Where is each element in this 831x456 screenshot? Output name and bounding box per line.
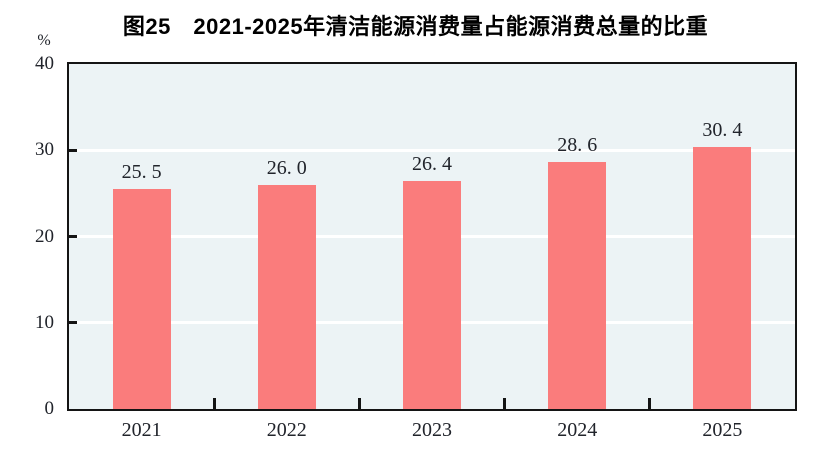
- bar-value-label: 30. 4: [702, 118, 743, 141]
- y-tick-label: 40: [35, 53, 54, 74]
- y-axis-tick: [69, 235, 77, 238]
- bar-value-label: 26. 4: [412, 153, 452, 176]
- gridline: [69, 148, 795, 152]
- y-axis-tick: [69, 321, 77, 325]
- y-tick-label: 0: [44, 398, 55, 419]
- y-axis-tick: [69, 148, 77, 152]
- y-axis-tick-labels: 0 10 20 30 40: [0, 53, 54, 419]
- y-axis-unit-label: %: [37, 32, 51, 49]
- plot-area: 25. 5 26. 0 26. 4 28. 6 30. 4: [67, 62, 797, 411]
- y-tick-label: 30: [35, 139, 54, 161]
- y-tick-label: 20: [35, 225, 54, 247]
- x-axis-tick: [503, 398, 507, 409]
- x-tick-label: 2025: [702, 419, 743, 441]
- bar: [257, 184, 316, 409]
- chart-title: 图25 2021-2025年清洁能源消费量占能源消费总量的比重: [122, 14, 709, 39]
- y-tick-label: 10: [35, 311, 54, 333]
- bar: [112, 189, 171, 409]
- bar: [693, 146, 752, 409]
- x-tick-label: 2021: [121, 419, 162, 441]
- bar: [548, 162, 607, 409]
- x-axis-tick-labels: 2021 2022 2023 2024 2025: [67, 419, 797, 447]
- x-axis-tick: [212, 398, 216, 409]
- x-axis-tick: [357, 398, 361, 409]
- bar: [403, 181, 461, 409]
- x-tick-label: 2024: [557, 419, 598, 441]
- bar-value-label: 26. 0: [266, 156, 307, 179]
- x-tick-label: 2022: [266, 419, 307, 441]
- bar-value-label: 25. 5: [121, 161, 162, 184]
- x-axis-tick: [648, 398, 652, 409]
- x-tick-label: 2023: [412, 419, 452, 441]
- bar-value-label: 28. 6: [557, 134, 598, 157]
